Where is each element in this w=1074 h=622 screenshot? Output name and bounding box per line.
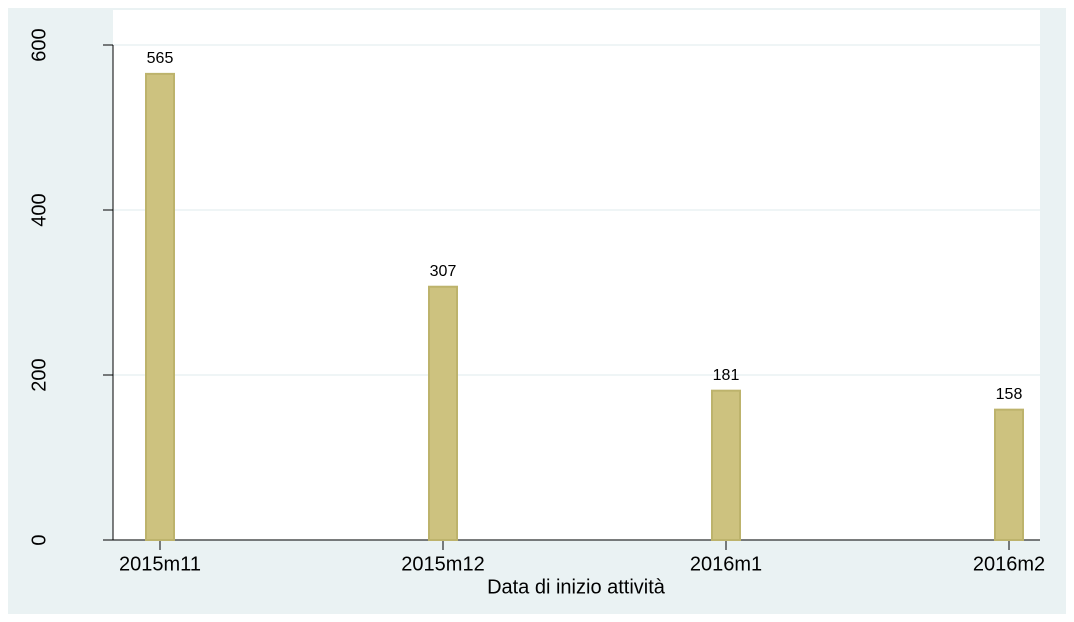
data-label: 565 (147, 50, 174, 67)
x-tick-label: 2015m11 (119, 553, 201, 575)
x-axis-label: Data di inizio attività (487, 576, 666, 598)
y-tick-label: 600 (28, 28, 50, 61)
y-tick-label: 400 (28, 193, 50, 226)
x-tick-label: 2015m12 (401, 553, 484, 575)
bar (711, 389, 741, 541)
data-label: 158 (996, 386, 1023, 403)
data-label: 181 (713, 367, 740, 384)
bar (994, 408, 1024, 541)
data-label: 307 (430, 263, 457, 280)
bar (428, 285, 458, 541)
y-tick-label: 200 (28, 358, 50, 391)
y-tick-label: 0 (28, 534, 50, 545)
bar (145, 72, 175, 541)
plot-area (113, 10, 1040, 540)
x-tick-label: 2016m1 (690, 553, 762, 575)
x-tick-label: 2016m2 (973, 553, 1045, 575)
